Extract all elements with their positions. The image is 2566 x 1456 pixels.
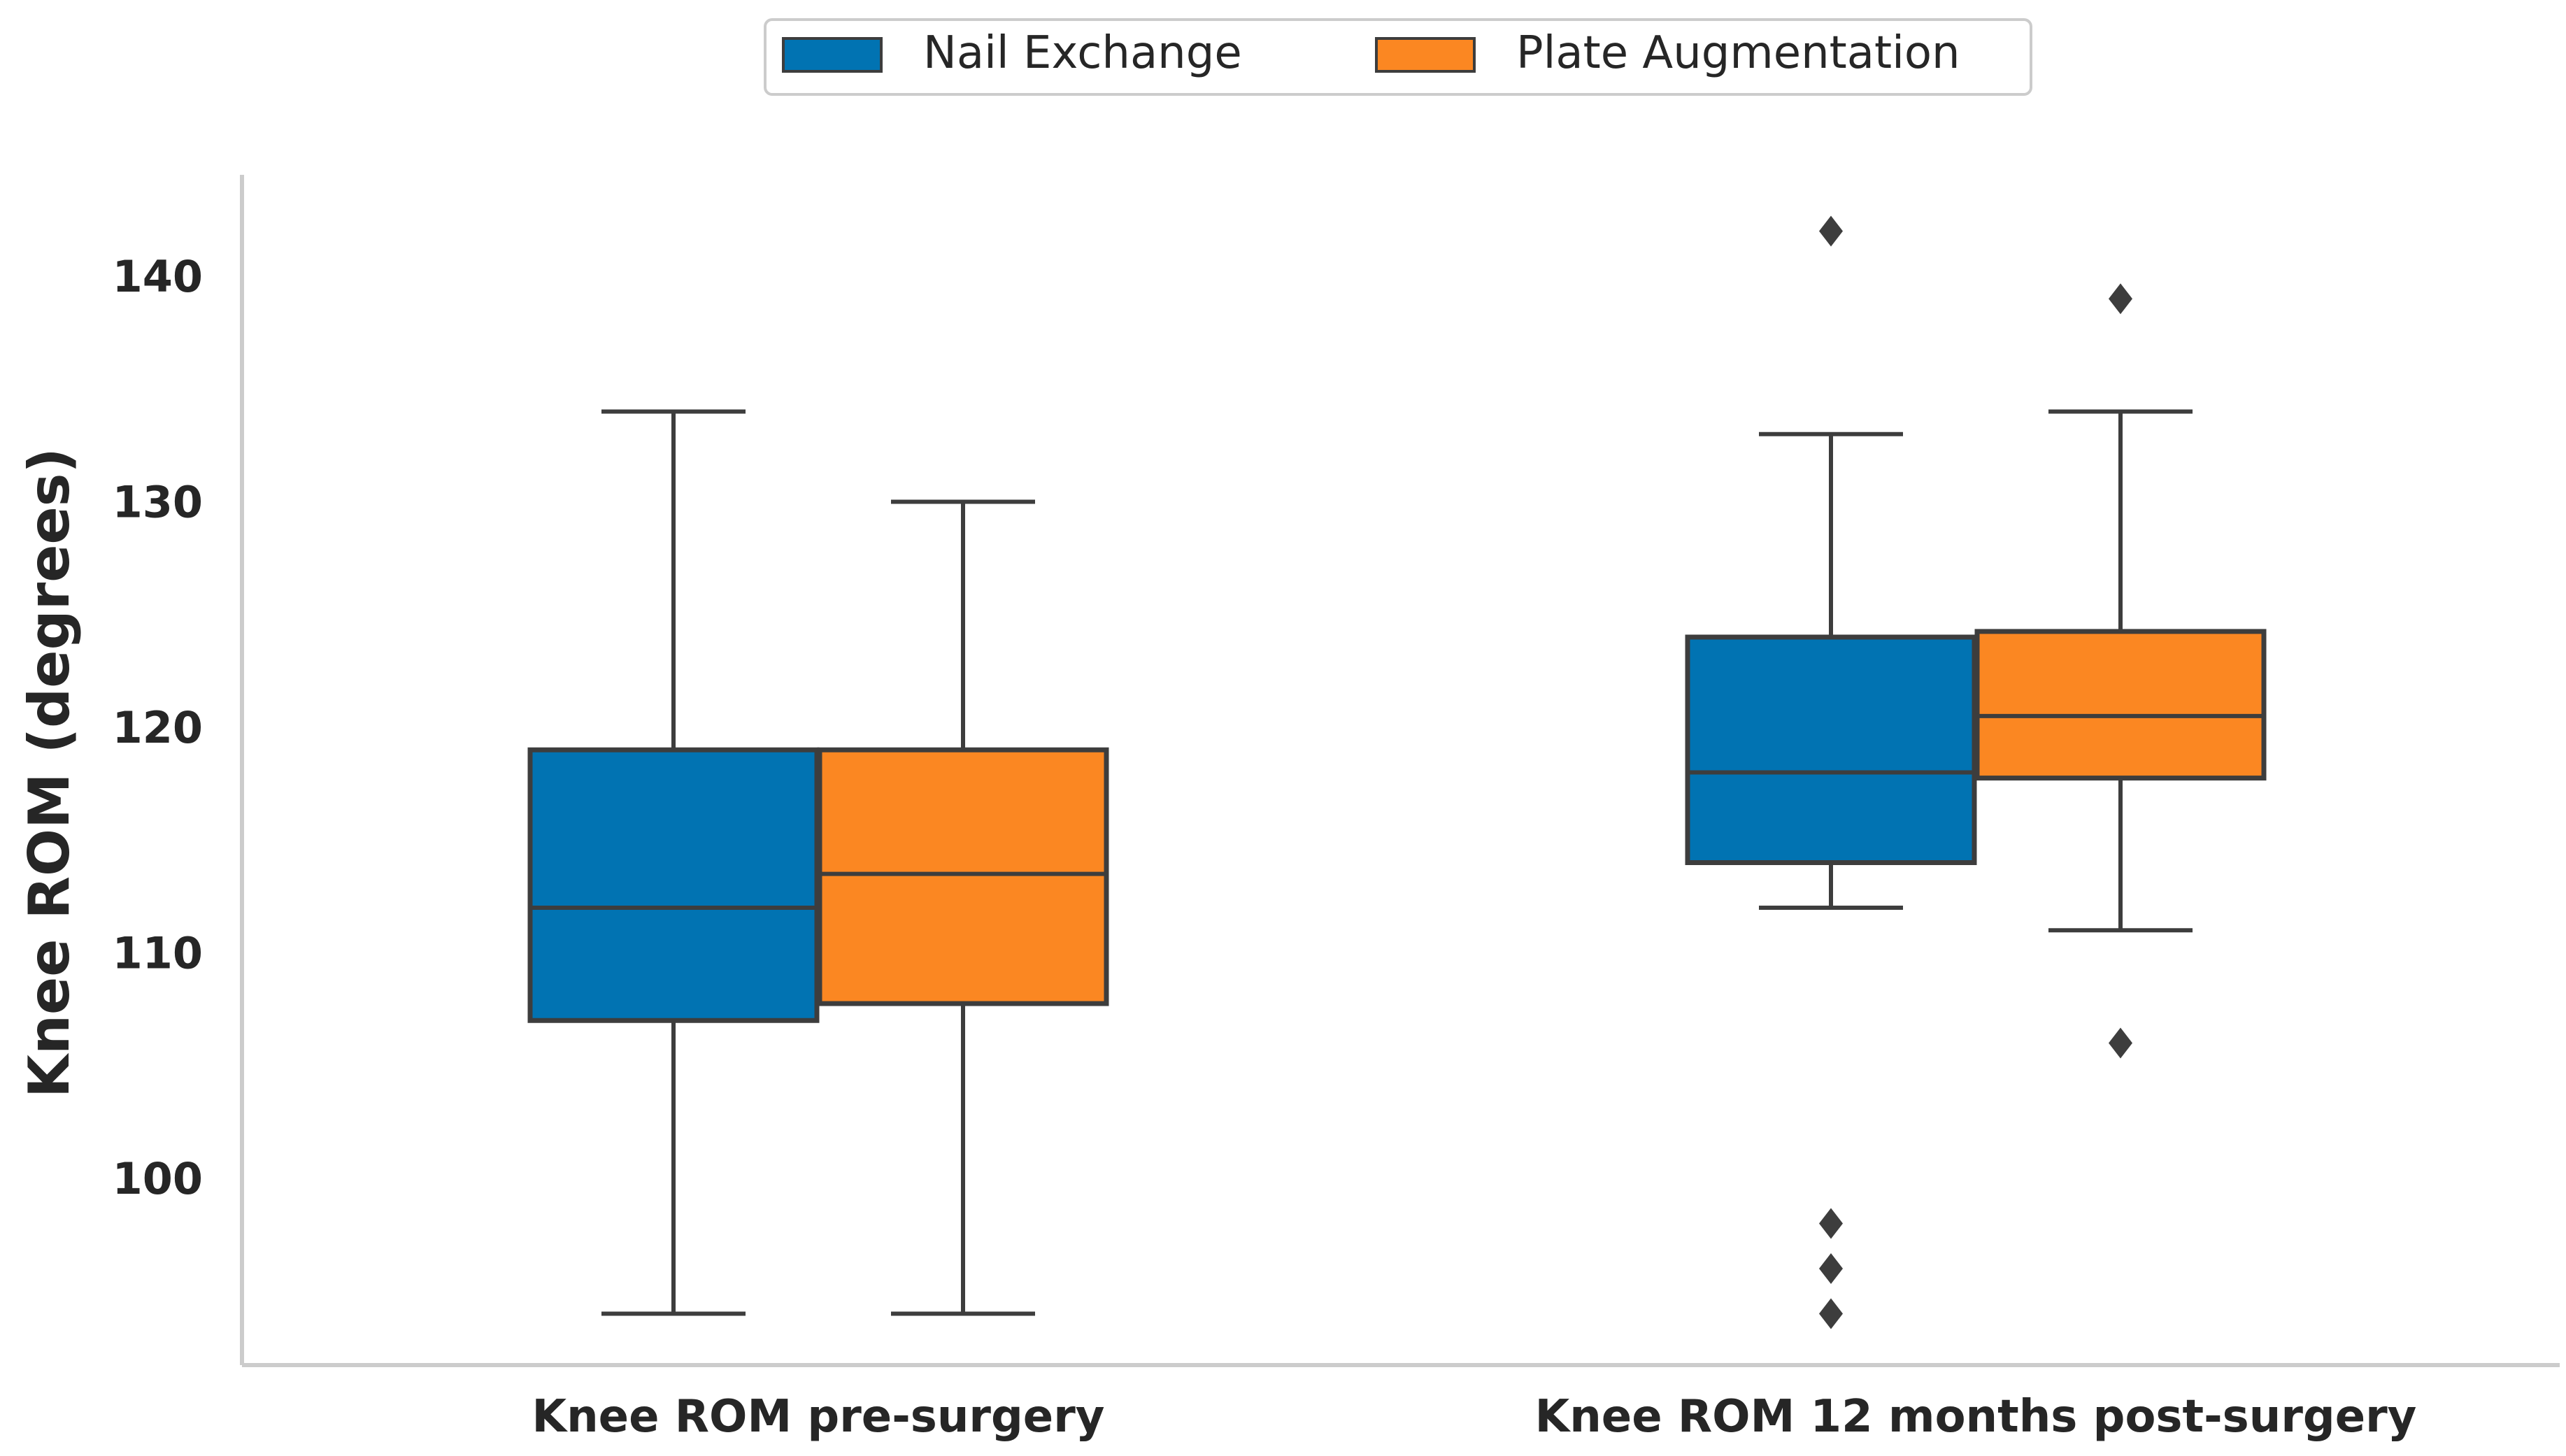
y-tick-label-110: 110 (113, 928, 203, 979)
legend-swatch-nail-exchange (782, 37, 883, 73)
box-plate-augmentation-pre (817, 499, 1109, 1316)
box-nail-exchange-pre (527, 409, 820, 1316)
y-tick-label-130: 130 (113, 477, 203, 528)
outlier-nail-exchange-post-1 (1819, 1208, 1843, 1239)
legend-swatch-plate-augmentation (1375, 37, 1476, 73)
outlier-plate-augmentation-post-0 (2109, 283, 2132, 315)
iqr-box-nail-exchange-post (1685, 634, 1977, 865)
outlier-nail-exchange-post-3 (1819, 1298, 1843, 1329)
iqr-box-nail-exchange-pre (527, 747, 820, 1023)
x-tick-label-pre-surgery: Knee ROM pre-surgery (532, 1391, 1105, 1443)
outlier-nail-exchange-post-2 (1819, 1253, 1843, 1284)
legend-label-nail-exchange: Nail Exchange (923, 27, 1242, 79)
legend-label-plate-augmentation: Plate Augmentation (1516, 27, 1960, 79)
y-tick-labels: 100 110 120 130 140 (113, 251, 203, 1204)
y-tick-label-140: 140 (113, 251, 203, 302)
y-tick-label-120: 120 (113, 702, 203, 753)
outlier-plate-augmentation-post-1 (2109, 1027, 2132, 1059)
y-tick-label-100: 100 (113, 1153, 203, 1204)
x-tick-label-post-surgery: Knee ROM 12 months post-surgery (1535, 1391, 2417, 1443)
outlier-nail-exchange-post-0 (1819, 215, 1843, 247)
legend: Nail Exchange Plate Augmentation (764, 18, 2032, 96)
box-nail-exchange-post (1685, 215, 1977, 1329)
y-axis-title: Knee ROM (degrees) (17, 448, 82, 1098)
box-plate-augmentation-post (1974, 283, 2267, 1059)
iqr-box-plate-augmentation-pre (817, 747, 1109, 1006)
box-series (527, 215, 2267, 1329)
iqr-box-plate-augmentation-post (1974, 629, 2267, 781)
